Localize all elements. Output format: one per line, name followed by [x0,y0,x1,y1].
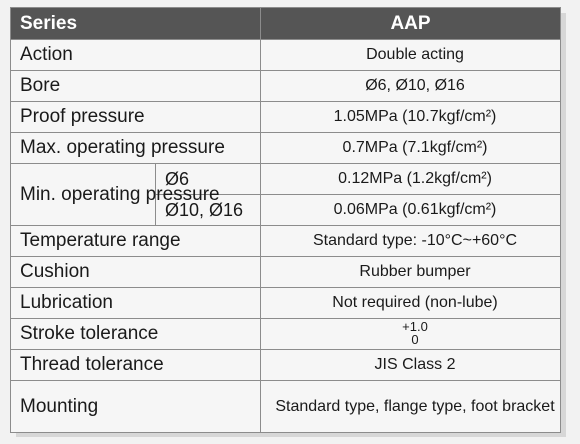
bore-value: Ø6, Ø10, Ø16 [260,70,562,102]
action-value: Double acting [260,39,562,71]
model-header: AAP [260,7,562,40]
series-header: Series [9,7,262,40]
temperature-range-label: Temperature range [9,225,262,257]
row-lubrication: Lubrication Not required (non-lube) [9,287,562,319]
row-bore: Bore Ø6, Ø10, Ø16 [9,70,562,102]
stroke-tolerance-fraction: +1.0 0 [402,320,428,346]
action-label: Action [9,39,262,71]
cushion-label: Cushion [9,256,262,288]
table-header-row: Series AAP [9,7,562,40]
thread-tolerance-value: JIS Class 2 [260,349,562,381]
row-action: Action Double acting [9,39,562,71]
min-pressure-bore-1: Ø6 [154,163,262,195]
max-operating-pressure-label: Max. operating pressure [9,132,262,164]
lubrication-value: Not required (non-lube) [260,287,562,319]
stroke-tolerance-value: +1.0 0 [260,318,562,350]
row-temperature-range: Temperature range Standard type: -10°C~+… [9,225,562,257]
row-thread-tolerance: Thread tolerance JIS Class 2 [9,349,562,381]
min-pressure-value-1: 0.12MPa (1.2kgf/cm²) [260,163,562,195]
temperature-range-value: Standard type: -10°C~+60°C [260,225,562,257]
max-operating-pressure-value: 0.7MPa (7.1kgf/cm²) [260,132,562,164]
spec-table: Series AAP Action Double acting Bore Ø6,… [9,7,562,433]
mounting-label: Mounting [9,380,262,433]
thread-tolerance-label: Thread tolerance [9,349,262,381]
mounting-value: Standard type, flange type, foot bracket [260,380,562,433]
bore-label: Bore [9,70,262,102]
lubrication-label: Lubrication [9,287,262,319]
proof-pressure-label: Proof pressure [9,101,262,133]
row-stroke-tolerance: Stroke tolerance +1.0 0 [9,318,562,350]
row-max-operating-pressure: Max. operating pressure 0.7MPa (7.1kgf/c… [9,132,562,164]
row-min-operating-pressure-1: Min. operating pressure Ø6 0.12MPa (1.2k… [10,163,562,226]
stroke-tolerance-lower: 0 [411,331,419,347]
min-pressure-value-2: 0.06MPa (0.61kgf/cm²) [260,194,562,226]
row-proof-pressure: Proof pressure 1.05MPa (10.7kgf/cm²) [9,101,562,133]
min-pressure-bore-2: Ø10, Ø16 [154,194,262,226]
stroke-tolerance-upper: +1.0 [402,318,428,334]
min-operating-pressure-label: Min. operating pressure [10,163,220,226]
stroke-tolerance-label: Stroke tolerance [9,318,262,350]
cushion-value: Rubber bumper [260,256,562,288]
row-cushion: Cushion Rubber bumper [9,256,562,288]
spec-table-panel: Series AAP Action Double acting Bore Ø6,… [9,7,562,433]
row-mounting: Mounting Standard type, flange type, foo… [9,380,562,433]
proof-pressure-value: 1.05MPa (10.7kgf/cm²) [260,101,562,133]
